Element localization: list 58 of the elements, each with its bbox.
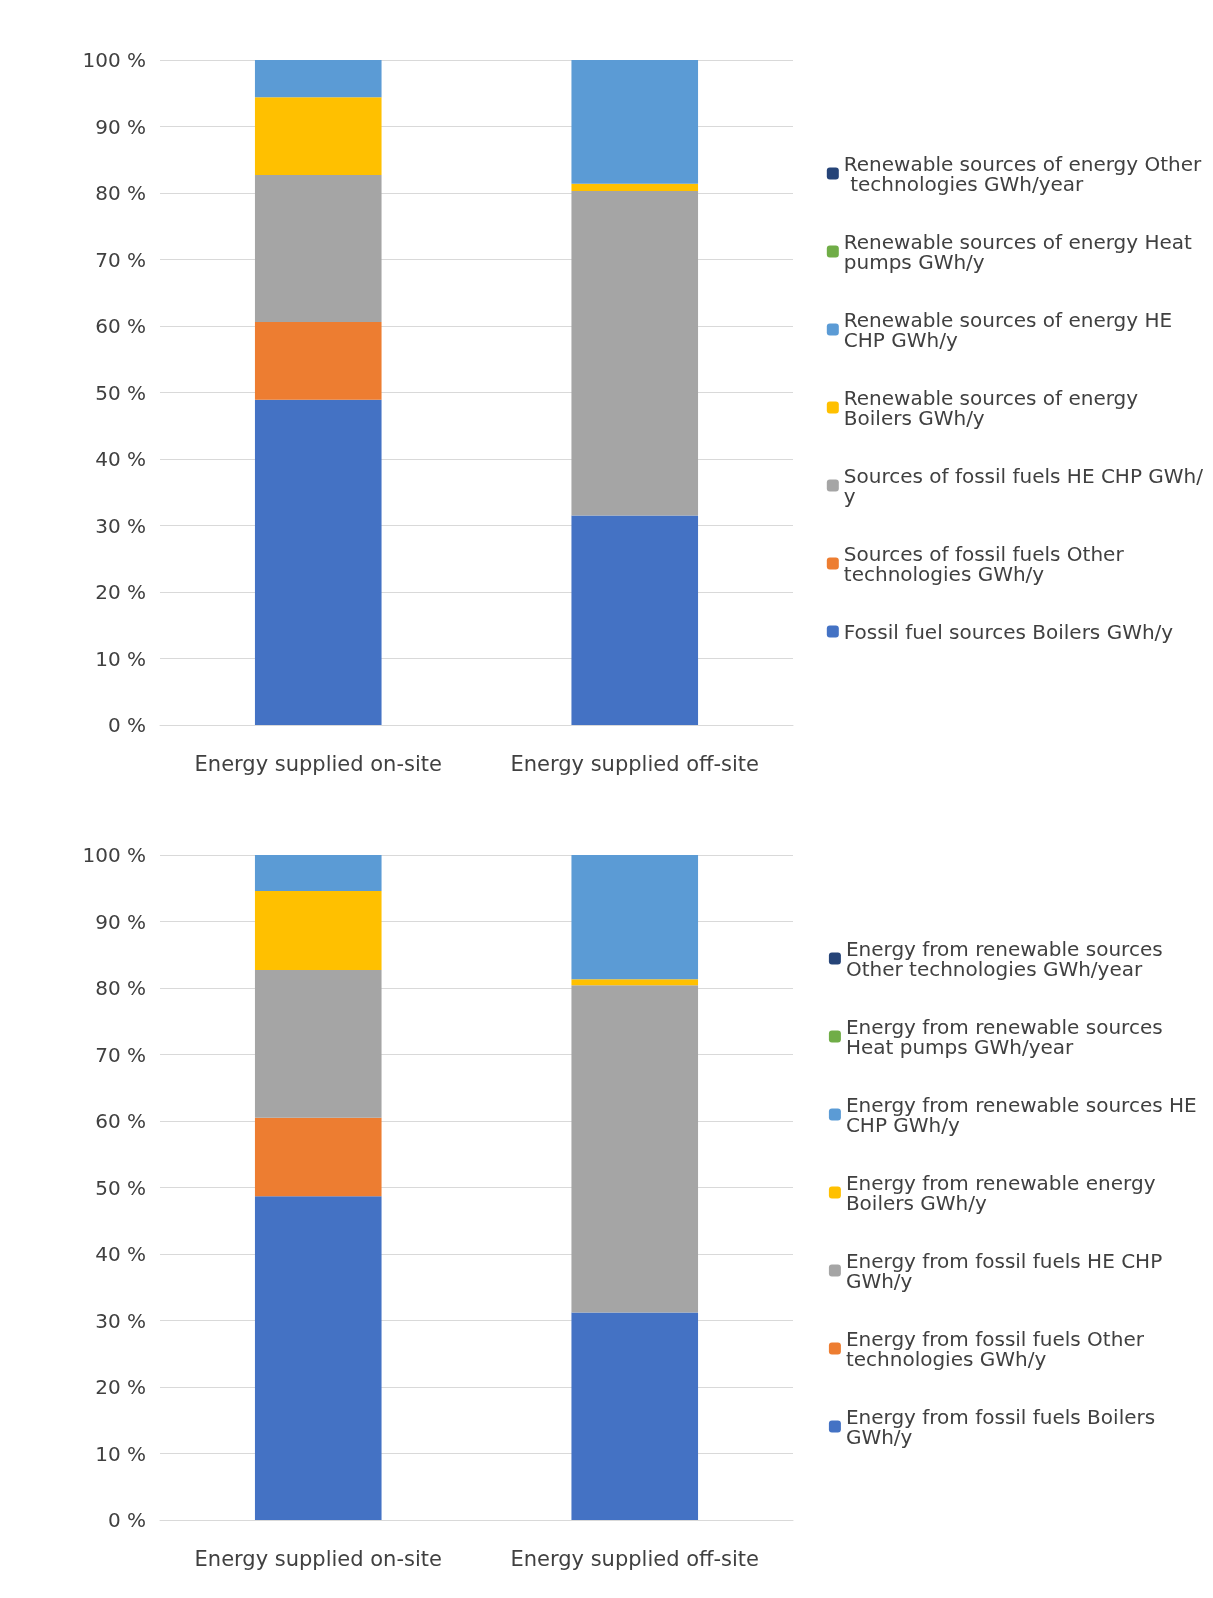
bar [254,1117,382,1197]
y-tick-label: 70 % [95,247,146,272]
legend-label: Energy from renewable energy Boilers GWh/y [845,1170,1162,1215]
y-tick-label: 50 % [95,380,146,405]
legend-label: Renewable sources of energy Other technologies GWh/year [843,151,1203,196]
legend-label: Fossil fuel sources Boilers GWh/y [843,619,1174,644]
bar [571,60,699,184]
x-tick-label: Energy supplied on-site [194,1546,442,1571]
x-tick-label: Energy supplied off-site [510,1546,760,1571]
legend-label: Renewable sources of energy HE CHP GWh/y [843,307,1179,352]
y-tick-label: 90 % [95,909,146,934]
bar [571,183,699,192]
bar [254,1196,382,1520]
y-tick-label: 50 % [95,1175,146,1200]
bar [571,979,699,986]
y-tick-label: 70 % [95,1042,146,1067]
y-tick-label: 100 % [82,48,146,72]
y-tick-label: 10 % [95,1441,146,1466]
legend-label: Sources of fossil fuels HE CHP GWh/y [843,463,1204,508]
bar [254,60,382,98]
bar [571,855,699,980]
y-tick-label: 20 % [95,580,146,604]
y-tick-label: 0 % [107,713,146,737]
legend-label: Energy from renewable sources HE CHP GWh/y [845,1092,1204,1137]
y-tick-label: 60 % [95,1109,146,1133]
y-tick-label: 0 % [107,1508,146,1532]
legend-label: Renewable sources of energy Heat pumps GWh/y [843,229,1199,274]
x-tick-label: Energy supplied off-site [510,751,760,776]
legend-label: Energy from fossil fuels Other technologies GWh/y [845,1326,1151,1371]
bar [254,175,382,323]
bar [254,97,382,176]
y-tick-label: 100 % [82,843,146,867]
y-tick-label: 40 % [95,1242,146,1266]
legend-label: Sources of fossil fuels Other technologies GWh/y [843,541,1131,586]
x-tick-label: Energy supplied on-site [194,751,442,776]
bar [571,985,699,1313]
y-tick-label: 80 % [95,181,146,205]
bar [254,322,382,400]
bar [254,399,382,725]
bar [571,1312,699,1520]
y-tick-label: 10 % [95,646,146,671]
legend-label: Energy from fossil fuels Boilers GWh/y [845,1404,1162,1449]
bar [254,890,382,971]
y-tick-label: 40 % [95,447,146,471]
y-tick-label: 30 % [95,1308,146,1333]
legend-label: Energy from fossil fuels HE CHP GWh/y [845,1248,1169,1293]
bar [571,191,699,516]
legend-label: Energy from renewable sources Other technologies GWh/year [845,936,1169,981]
legend-label: Renewable sources of energy Boilers GWh/y [843,385,1145,430]
bar [254,855,382,891]
bar [254,970,382,1118]
y-tick-label: 20 % [95,1375,146,1399]
legend-label: Energy from renewable sources Heat pumps GWh/year [845,1014,1169,1059]
y-tick-label: 60 % [95,314,146,338]
bar [571,515,699,725]
y-tick-label: 80 % [95,976,146,1000]
y-tick-label: 30 % [95,513,146,538]
y-tick-label: 90 % [95,114,146,139]
